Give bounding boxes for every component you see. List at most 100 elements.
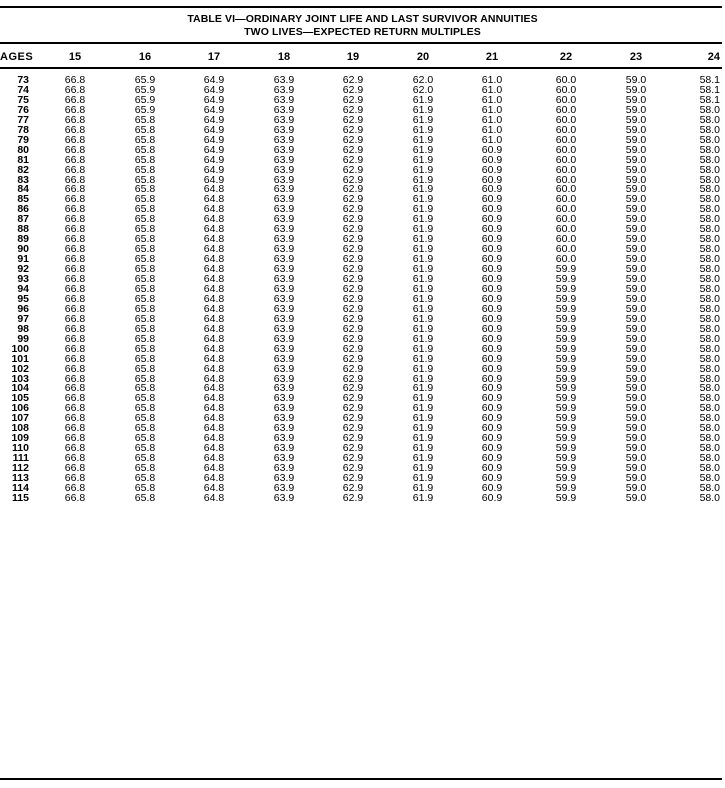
table-cell: 66.8 — [64, 412, 86, 425]
table-cell: 65.9 — [134, 74, 156, 86]
table-cell: 61.9 — [412, 173, 434, 186]
row-age: 84 — [17, 183, 29, 196]
row-age: 83 — [17, 173, 29, 186]
table-cell: 63.9 — [273, 233, 295, 246]
table-cell: 59.0 — [625, 253, 647, 266]
table-cell: 63.9 — [273, 74, 295, 86]
table-cell: 64.9 — [203, 74, 225, 86]
table-cell: 61.9 — [412, 243, 434, 256]
row-age: 105 — [11, 392, 29, 405]
table-cell: 65.8 — [134, 133, 156, 146]
table-cell: 64.8 — [203, 402, 225, 415]
table-cell: 62.9 — [342, 203, 364, 216]
table-cell: 63.9 — [273, 133, 295, 146]
table-cell: 65.8 — [134, 322, 156, 335]
table-cell: 60.9 — [481, 193, 503, 206]
table-cell: 59.9 — [555, 472, 577, 484]
table-cell: 65.8 — [134, 302, 156, 315]
table-cell: 58.0 — [699, 442, 720, 455]
table-cell: 59.9 — [555, 412, 577, 425]
table-row: 111 66.8 65.8 64.8 63.9 62.9 61.9 60.9 59.9 59.0 5… — [0, 452, 725, 465]
table-cell: 61.9 — [412, 213, 434, 226]
table-cell: 64.8 — [203, 322, 225, 335]
table-row: 89 66.8 65.8 64.8 63.9 62.9 61.9 60.9 60.0 59.0 58… — [0, 233, 725, 246]
table-cell: 58.0 — [699, 312, 720, 325]
table-cell: 60.9 — [481, 452, 503, 465]
table-cell: 63.9 — [273, 392, 295, 405]
table-cell: 60.9 — [481, 302, 503, 315]
table-cell: 59.0 — [625, 273, 647, 285]
table-cell: 62.9 — [342, 452, 364, 465]
table-cell: 64.8 — [203, 233, 225, 246]
table-cell: 58.0 — [699, 322, 720, 335]
table-row: 84 66.8 65.8 64.8 63.9 62.9 61.9 60.9 60.0 59.0 58… — [0, 183, 725, 196]
table-cell: 59.9 — [555, 372, 577, 385]
row-age: 75 — [17, 93, 29, 106]
table-cell: 66.8 — [64, 372, 86, 385]
table-cell: 62.9 — [342, 422, 364, 435]
table-cell: 59.9 — [555, 292, 577, 305]
table-cell: 64.8 — [203, 273, 225, 285]
table-cell: 60.9 — [481, 491, 503, 504]
table-cell: 60.0 — [555, 173, 577, 186]
table-cell: 62.9 — [342, 332, 364, 345]
table-cell: 59.0 — [625, 213, 647, 226]
table-cell: 61.9 — [412, 203, 434, 216]
row-age: 112 — [12, 462, 29, 475]
table-cell: 63.9 — [273, 153, 295, 166]
table-cell: 64.8 — [203, 452, 225, 465]
table-cell: 64.9 — [203, 103, 225, 116]
table-cell: 64.8 — [203, 223, 225, 236]
table-cell: 62.9 — [342, 352, 364, 365]
table-cell: 61.0 — [481, 74, 503, 86]
column-header-18: 18 — [277, 51, 291, 63]
table-cell: 61.9 — [412, 392, 434, 405]
table-cell: 60.9 — [481, 203, 503, 216]
row-age: 90 — [17, 243, 29, 256]
table-cell: 63.9 — [273, 462, 295, 475]
table-cell: 64.8 — [203, 213, 225, 226]
table-row: 98 66.8 65.8 64.8 63.9 62.9 61.9 60.9 59.9 59.0 58… — [0, 322, 725, 335]
table-row: 77 66.8 65.8 64.9 63.9 62.9 61.9 61.0 60.0 59.0 58… — [0, 113, 725, 126]
table-cell: 60.9 — [481, 481, 503, 494]
row-age: 79 — [17, 133, 29, 146]
table-cell: 58.0 — [699, 213, 720, 226]
table-cell: 59.0 — [625, 103, 647, 116]
table-row: 99 66.8 65.8 64.8 63.9 62.9 61.9 60.9 59.9 59.0 58… — [0, 332, 725, 345]
title-rule — [0, 42, 722, 44]
table-cell: 63.9 — [273, 193, 295, 206]
table-cell: 62.9 — [342, 362, 364, 375]
table-cell: 64.8 — [203, 332, 225, 345]
row-age: 82 — [17, 163, 29, 176]
table-cell: 64.8 — [203, 183, 225, 196]
row-age: 106 — [11, 402, 29, 415]
table-cell: 61.9 — [412, 322, 434, 335]
table-cell: 60.0 — [555, 133, 577, 146]
row-age: 111 — [12, 452, 29, 465]
table-cell: 66.8 — [64, 113, 86, 126]
table-cell: 59.0 — [625, 282, 647, 295]
table-cell: 58.1 — [699, 83, 720, 96]
table-cell: 59.0 — [625, 442, 647, 455]
table-cell: 62.9 — [342, 74, 364, 86]
table-row: 96 66.8 65.8 64.8 63.9 62.9 61.9 60.9 59.9 59.0 58… — [0, 302, 725, 315]
row-age: 102 — [11, 362, 29, 375]
table-cell: 59.0 — [625, 481, 647, 494]
table-cell: 64.9 — [203, 143, 225, 156]
table-cell: 61.9 — [412, 362, 434, 375]
table-cell: 60.9 — [481, 143, 503, 156]
table-cell: 59.9 — [555, 332, 577, 345]
table-cell: 60.9 — [481, 153, 503, 166]
table-row: 92 66.8 65.8 64.8 63.9 62.9 61.9 60.9 59.9 59.0 58… — [0, 264, 725, 275]
table-cell: 63.9 — [273, 442, 295, 455]
table-cell: 66.8 — [64, 233, 86, 246]
table-cell: 64.8 — [203, 442, 225, 455]
table-cell: 60.0 — [555, 213, 577, 226]
table-cell: 60.0 — [555, 103, 577, 116]
table-row: 105 66.8 65.8 64.8 63.9 62.9 61.9 60.9 59.9 59.0 5… — [0, 392, 725, 405]
row-age: 98 — [17, 322, 29, 335]
table-cell: 63.9 — [273, 452, 295, 465]
row-age: 73 — [17, 74, 29, 86]
table-cell: 61.0 — [481, 113, 503, 126]
table-cell: 62.9 — [342, 412, 364, 425]
